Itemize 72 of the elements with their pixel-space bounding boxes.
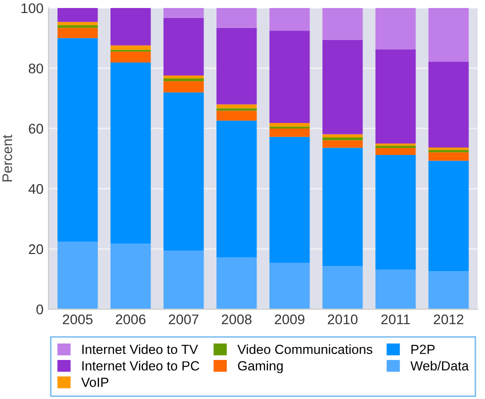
bar: [428, 271, 469, 310]
bar: [58, 38, 98, 242]
bar: [110, 62, 151, 244]
bar: [163, 78, 204, 82]
y-tick-label: 20: [28, 244, 44, 254]
legend-label: P2P: [411, 344, 435, 354]
bar: [163, 18, 204, 76]
y-tick-label: 0: [36, 304, 44, 314]
bar: [269, 128, 310, 137]
x-tick-label: 2006: [116, 314, 146, 324]
bar: [163, 250, 204, 310]
bar: [163, 92, 204, 250]
bar: [428, 160, 469, 272]
bar: [322, 266, 363, 310]
x-tick-label: 2011: [381, 314, 410, 324]
bar: [58, 28, 98, 38]
bar: [428, 8, 469, 62]
bar: [58, 8, 98, 22]
bar: [110, 45, 151, 50]
bar: [269, 8, 310, 31]
bar: [269, 262, 310, 310]
bar: [375, 146, 416, 148]
bar: [375, 49, 416, 144]
bar: [216, 104, 257, 108]
bar: [216, 110, 257, 121]
bar: [216, 8, 257, 28]
bar: [428, 147, 469, 150]
legend-label: Web/Data: [410, 360, 469, 371]
bar: [322, 148, 363, 266]
bar: [428, 62, 469, 148]
x-tick-label: 2008: [222, 314, 252, 324]
bar: [375, 269, 416, 310]
x-tick-label: 2010: [328, 314, 358, 324]
bar: [58, 22, 98, 26]
bar: [375, 8, 416, 50]
y-tick-label: 100: [22, 3, 44, 14]
bar: [110, 52, 151, 63]
bar: [216, 120, 257, 258]
legend-label: Internet Video to PC: [82, 360, 200, 371]
x-tick-label: 2009: [274, 314, 304, 324]
bar: [375, 148, 416, 155]
bar: [163, 75, 204, 78]
bar: [269, 30, 310, 124]
bar: [322, 138, 363, 140]
bar: [163, 81, 204, 92]
legend-label: VoIP: [81, 378, 108, 387]
bar: [428, 152, 469, 161]
legend-label: Video Communications: [237, 344, 372, 354]
bar: [110, 244, 151, 310]
bar: [322, 8, 363, 40]
bar: [322, 140, 363, 148]
bar: [322, 134, 363, 138]
bar: [163, 8, 204, 18]
bar: [322, 40, 363, 134]
legend-label: Gaming: [238, 360, 283, 374]
y-tick-label: 40: [28, 184, 44, 194]
bar: [269, 136, 310, 263]
x-tick-label: 2012: [434, 314, 464, 324]
bar: [58, 241, 98, 310]
y-tick-label: 80: [28, 64, 44, 74]
y-axis-title: Percent: [2, 134, 12, 182]
x-tick-label: 2005: [62, 314, 93, 324]
bar: [428, 150, 469, 152]
y-tick-label: 60: [28, 124, 44, 134]
legend-label: Internet Video to TV: [82, 344, 198, 354]
bar: [269, 123, 310, 127]
bar: [216, 257, 257, 310]
bar: [216, 28, 257, 104]
bar: [58, 25, 98, 28]
bar: [375, 154, 416, 270]
bar: [110, 8, 151, 46]
x-tick-label: 2007: [168, 314, 198, 324]
